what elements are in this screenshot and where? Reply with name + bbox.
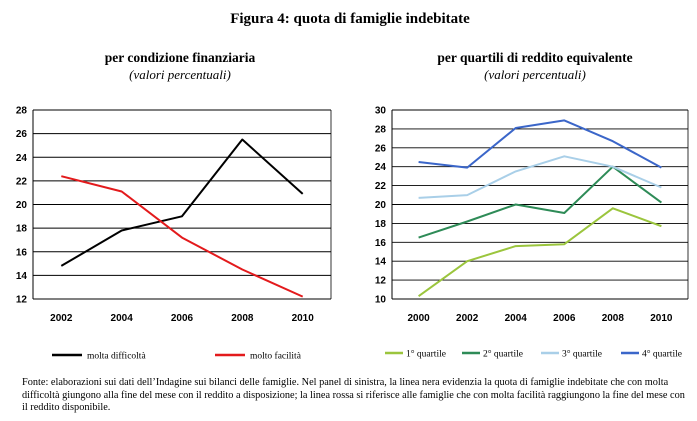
source-note: Fonte: elaborazioni sui dati dell’Indagi…: [22, 377, 685, 414]
y-tick-label: 16: [375, 238, 387, 249]
y-tick-label: 18: [16, 224, 28, 235]
x-tick-label: 2010: [650, 313, 673, 324]
x-tick-label: 2000: [408, 313, 431, 324]
x-tick-label: 2006: [553, 313, 576, 324]
chart-subtitle-financial-condition: (valori percentuali): [129, 67, 231, 82]
chart-income-quartiles: per quartili di reddito equivalente (val…: [375, 50, 689, 360]
y-tick-label: 10: [375, 295, 387, 306]
x-tick-label: 2008: [231, 313, 254, 324]
chart-subtitle-income-quartiles: (valori percentuali): [484, 67, 586, 82]
x-tick-label: 2002: [50, 313, 73, 324]
x-tick-label: 2002: [456, 313, 479, 324]
x-tick-label: 2008: [602, 313, 625, 324]
x-tick-label: 2006: [171, 313, 194, 324]
y-tick-label: 28: [375, 124, 387, 135]
series-line-income-quartiles-1: [418, 207, 662, 298]
y-tick-label: 12: [16, 295, 28, 306]
chart-title-financial-condition: per condizione finanziaria: [105, 50, 256, 65]
y-tick-label: 22: [375, 181, 387, 192]
legend-label: molto facilità: [250, 351, 302, 362]
y-tick-label: 26: [16, 129, 28, 140]
x-tick-label: 2004: [505, 313, 528, 324]
series-line-financial-condition-1: [60, 138, 304, 267]
legend-label: 1° quartile: [406, 349, 446, 360]
y-tick-label: 22: [16, 176, 28, 187]
y-tick-label: 18: [375, 219, 387, 230]
legend-label: 3° quartile: [562, 349, 602, 360]
series-line-income-quartiles-4: [418, 119, 662, 169]
y-tick-label: 24: [375, 162, 387, 173]
y-tick-label: 20: [16, 200, 28, 211]
x-tick-label: 2004: [111, 313, 134, 324]
figure-title: Figura 4: quota di famiglie indebitate: [230, 11, 470, 27]
y-tick-label: 14: [16, 271, 28, 282]
y-tick-label: 24: [16, 153, 28, 164]
y-tick-label: 28: [16, 106, 28, 117]
legend-label: 2° quartile: [483, 349, 523, 360]
series-line-income-quartiles-3: [418, 155, 662, 199]
y-tick-label: 20: [375, 200, 387, 211]
series-line-income-quartiles-2: [418, 165, 662, 239]
y-tick-label: 14: [375, 257, 387, 268]
y-tick-label: 12: [375, 276, 387, 287]
legend-label: molta difficoltà: [87, 351, 146, 362]
series-line-financial-condition-2: [61, 175, 304, 298]
x-tick-label: 2010: [292, 313, 315, 324]
y-tick-label: 30: [375, 106, 387, 117]
y-tick-label: 26: [375, 143, 387, 154]
y-tick-label: 16: [16, 247, 28, 258]
legend-label: 4° quartile: [642, 349, 682, 360]
chart-title-income-quartiles: per quartili di reddito equivalente: [437, 50, 632, 65]
chart-financial-condition: per condizione finanziaria (valori perce…: [16, 50, 332, 362]
